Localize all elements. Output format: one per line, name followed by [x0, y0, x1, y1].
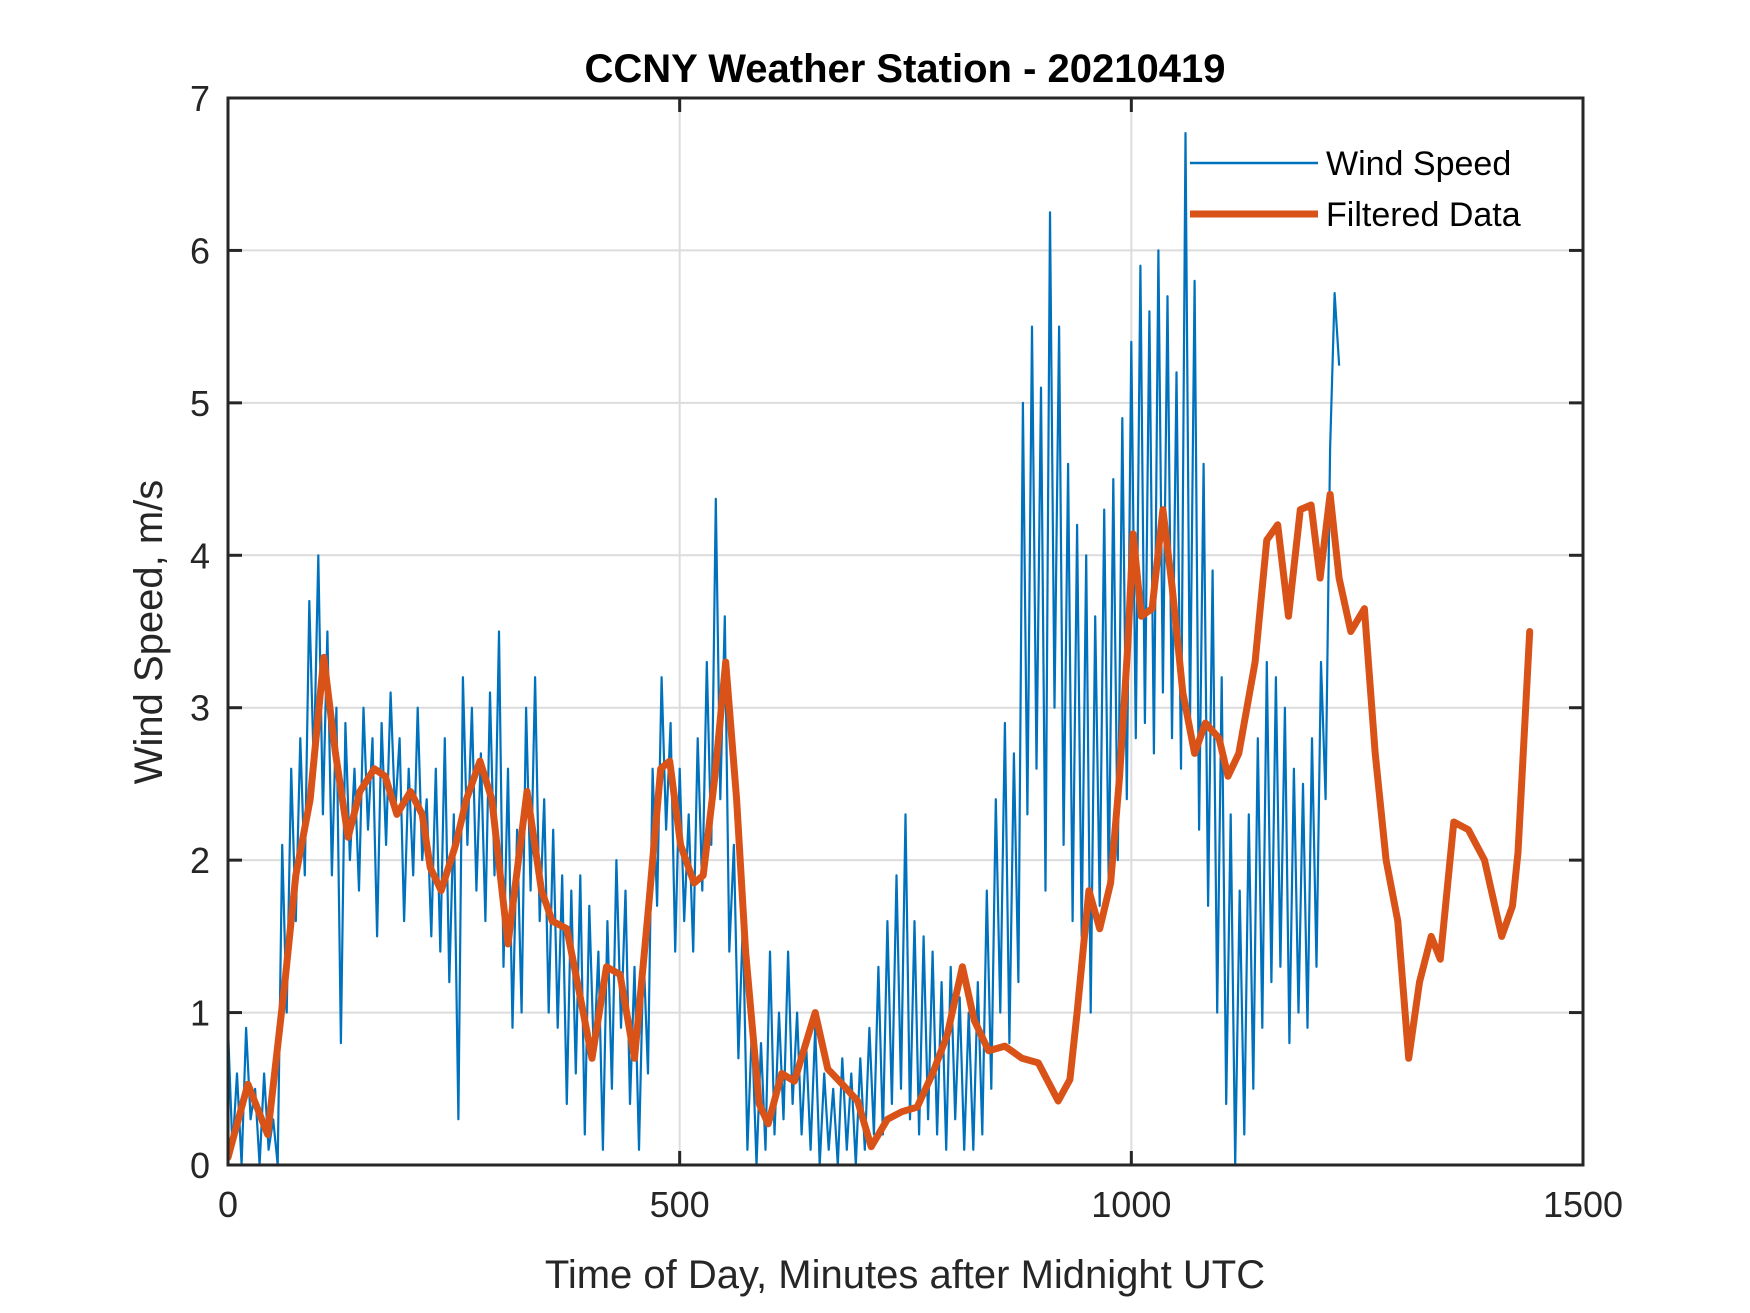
grid-lines	[228, 98, 1583, 1165]
y-tick-label: 5	[190, 383, 210, 424]
legend-label-filtered-data: Filtered Data	[1326, 196, 1521, 234]
legend-entry-wind-speed[interactable]: Wind Speed	[1190, 145, 1511, 183]
plot-area	[228, 132, 1534, 1165]
ticks: 0 500 1000 1500 0 1 2 3 4 5 6 7	[190, 78, 1623, 1225]
x-tick-label: 0	[218, 1184, 238, 1225]
legend: Wind Speed Filtered Data	[1190, 145, 1521, 234]
y-tick-label: 0	[190, 1145, 210, 1186]
series-line-wind-speed	[228, 132, 1341, 1165]
legend-label-wind-speed: Wind Speed	[1326, 145, 1511, 183]
x-tick-label: 1500	[1543, 1184, 1623, 1225]
y-tick-label: 6	[190, 230, 210, 271]
y-tick-label: 4	[190, 535, 210, 576]
legend-entry-filtered-data[interactable]: Filtered Data	[1190, 196, 1521, 234]
axes	[226, 96, 1585, 1167]
x-tick-label: 1000	[1091, 1184, 1171, 1225]
chart-title: CCNY Weather Station - 20210419	[585, 47, 1226, 91]
y-tick-label: 3	[190, 688, 210, 729]
y-axis-label: Wind Speed, m/s	[127, 480, 171, 785]
series-line-filtered-data	[228, 490, 1534, 1161]
x-tick-label: 500	[650, 1184, 710, 1225]
y-tick-label: 7	[190, 78, 210, 119]
x-axis-label: Time of Day, Minutes after Midnight UTC	[545, 1253, 1265, 1297]
y-tick-label: 2	[190, 840, 210, 881]
y-tick-label: 1	[190, 993, 210, 1034]
axes-box	[226, 96, 1585, 1167]
